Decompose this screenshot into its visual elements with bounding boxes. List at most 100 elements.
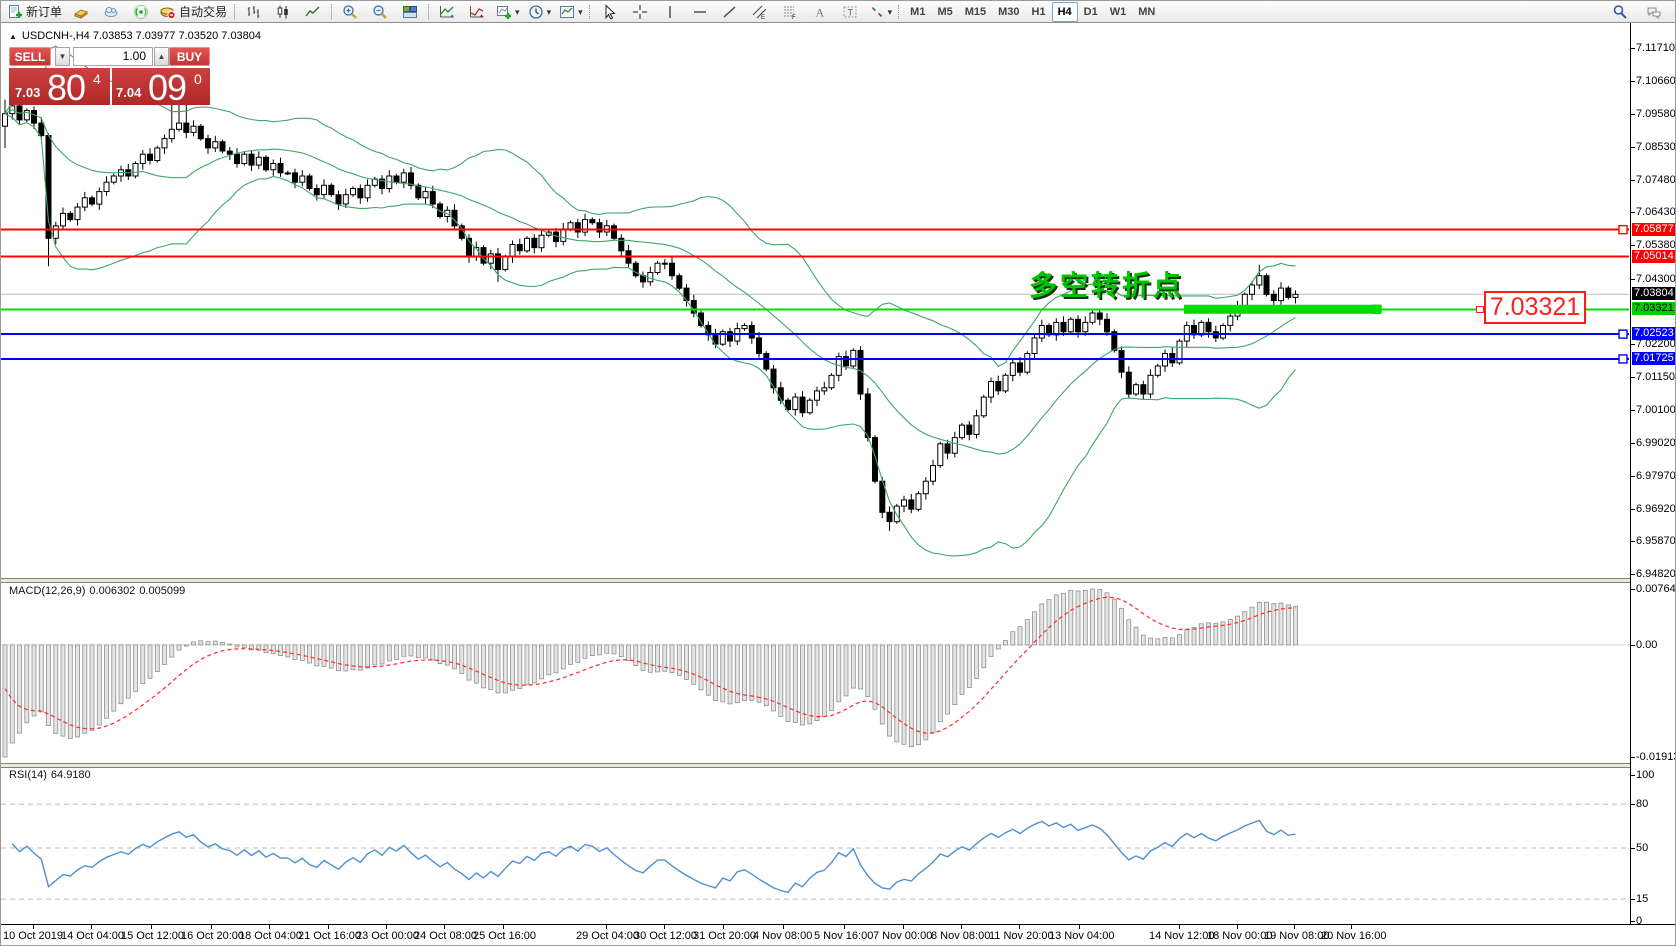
macd-histogram-bar [292, 644, 298, 661]
fibonacci-button[interactable]: F [775, 1, 805, 23]
vertical-line-icon [668, 5, 671, 18]
templates-dropdown[interactable]: ▾ [555, 1, 587, 23]
objects-button[interactable] [462, 1, 492, 23]
time-tick [1294, 925, 1295, 929]
zoom-in-button[interactable] [335, 1, 365, 23]
macd-histogram-bar [415, 644, 421, 659]
tile-windows-button[interactable] [395, 1, 425, 23]
bull-candle [161, 138, 168, 149]
panel-separator[interactable] [1, 763, 1675, 768]
channel-button[interactable]: E [745, 1, 775, 23]
macd-histogram-bar [1184, 629, 1190, 646]
horizontal-line-button[interactable] [685, 1, 715, 23]
macd-histogram-bar [531, 644, 537, 684]
bear-candle [495, 253, 501, 270]
sell-button[interactable]: SELL [9, 47, 51, 66]
signals-button[interactable] [126, 1, 156, 23]
buy-button[interactable]: BUY [169, 47, 210, 66]
panel-separator[interactable] [1, 578, 1675, 583]
time-axis-label: 25 Oct 16:00 [473, 930, 536, 942]
history-center-button[interactable] [66, 1, 96, 23]
line-chart-button[interactable] [298, 1, 328, 23]
timeframe-button-m30[interactable]: M30 [998, 5, 1020, 18]
bear-candle [944, 443, 951, 454]
rsi-tick-label: 100 [1630, 769, 1655, 781]
volume-field[interactable]: 1.00 [73, 47, 153, 66]
time-axis[interactable]: 10 Oct 2019 14 Oct 04:00 15 Oct 12:00 16 Oc… [1, 924, 1675, 945]
bull-candle [582, 219, 588, 233]
macd-histogram-bar [713, 644, 718, 701]
buy-price-display[interactable]: 7.04 09 0 [112, 68, 210, 105]
price-chart[interactable] [1, 23, 1629, 578]
search-button[interactable] [1605, 1, 1635, 23]
text-button[interactable]: A [805, 1, 835, 23]
price-axis[interactable]: 7.11710 7.10660 7.09580 7.08530 7.07480 7.064… [1630, 23, 1676, 945]
macd-zero-label: 0.00 [1630, 638, 1658, 651]
autotrading-button[interactable]: 自动交易 [156, 1, 231, 23]
text-label-button[interactable]: T [835, 1, 865, 23]
bollinger-upper [4, 45, 1296, 368]
time-axis-label: 16 Oct 20:00 [181, 930, 244, 942]
volume-up-button[interactable]: ▲ [154, 47, 169, 66]
indicators-button[interactable] [432, 1, 462, 23]
bear-candle [234, 153, 240, 164]
price-callout[interactable]: 7.03321 [1484, 291, 1586, 324]
sell-price-display[interactable]: 7.03 80 4 [9, 68, 110, 105]
bollinger-middle [4, 109, 1296, 455]
timeframe-button-d1[interactable]: D1 [1083, 5, 1098, 18]
period-dropdown[interactable]: ▾ [524, 1, 556, 23]
macd-histogram-bar [401, 644, 407, 657]
candlestick-chart-button[interactable] [268, 1, 298, 23]
time-axis-label: 8 Nov 08:00 [931, 930, 991, 942]
add-indicator-dropdown[interactable]: ▾ [492, 1, 524, 23]
bear-candle [292, 172, 298, 183]
trendline-button[interactable] [715, 1, 745, 23]
timeframe-button-m1[interactable]: M1 [910, 5, 926, 18]
crosshair-button[interactable] [625, 1, 655, 23]
collapse-icon[interactable]: ▲ [9, 31, 17, 41]
cursor-button[interactable] [595, 1, 625, 23]
profiles-button[interactable] [96, 1, 126, 23]
macd-histogram-bar [705, 644, 711, 696]
bull-candle [270, 163, 277, 171]
bear-candle [1111, 331, 1118, 351]
chat-button[interactable] [1639, 1, 1669, 23]
macd-histogram-bar [589, 644, 595, 657]
macd-histogram-bar [31, 644, 37, 717]
time-axis-label: 5 Nov 16:00 [814, 930, 874, 942]
bear-candle [219, 141, 226, 152]
timeframe-button-h4[interactable]: H4 [1051, 1, 1078, 22]
bull-candle [1220, 325, 1226, 339]
zoom-out-button[interactable] [365, 1, 395, 23]
macd-histogram-bar [256, 644, 262, 651]
price-tick-label: 6.95870 [1631, 535, 1676, 548]
bear-candle [89, 197, 95, 205]
macd-histogram-bar [814, 644, 820, 721]
volume-down-button[interactable]: ▼ [55, 47, 70, 66]
timeframe-button-mn[interactable]: MN [1138, 5, 1156, 18]
chart-annotation-text[interactable]: 多空转折点 [1029, 270, 1185, 301]
bear-candle [748, 325, 755, 339]
arrows-dropdown[interactable]: ▾ [865, 1, 897, 23]
time-tick [1237, 925, 1238, 929]
bar-chart-button[interactable] [238, 1, 268, 23]
macd-histogram-bar [1220, 621, 1226, 646]
bull-candle [524, 237, 530, 252]
time-axis-label: 18 Oct 04:00 [239, 930, 302, 942]
callout-anchor-handle[interactable] [1476, 306, 1484, 313]
time-tick [33, 925, 34, 929]
new-order-button[interactable]: 新订单 [3, 1, 66, 23]
macd-histogram-bar [974, 644, 979, 679]
bull-candle [52, 225, 59, 239]
timeframe-button-w1[interactable]: W1 [1109, 5, 1127, 18]
timeframe-button-h1[interactable]: H1 [1031, 5, 1046, 18]
macd-histogram-bar [89, 644, 95, 731]
macd-histogram-bar [510, 644, 515, 691]
line-marker [1618, 224, 1628, 235]
timeframe-button-m15[interactable]: M15 [964, 5, 987, 18]
macd-panel[interactable] [1, 582, 1629, 763]
vertical-line-button[interactable] [655, 1, 685, 23]
time-axis-label: 18 Nov 00:00 [1207, 930, 1273, 942]
timeframe-button-m5[interactable]: M5 [937, 5, 953, 18]
rsi-panel[interactable] [1, 767, 1629, 924]
